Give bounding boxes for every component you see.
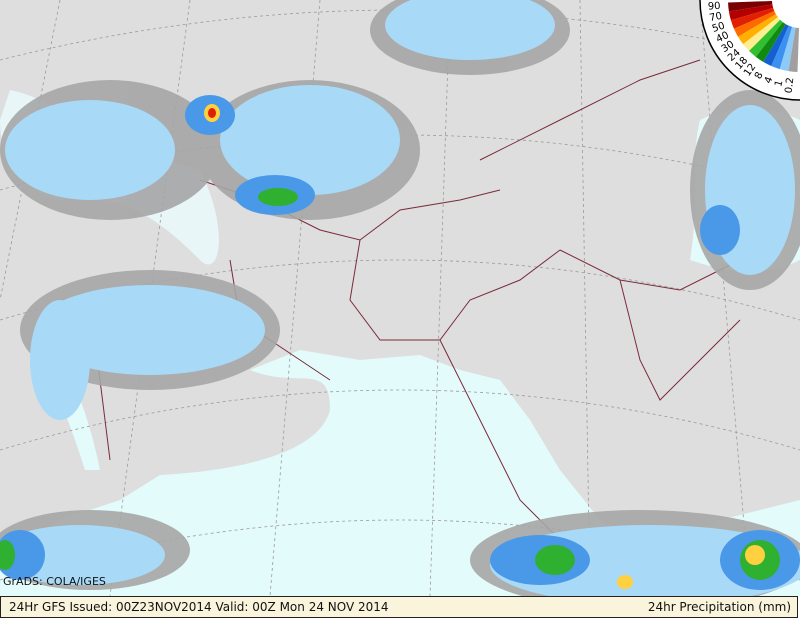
legend-label: 0.2: [784, 77, 797, 94]
legend-label: 4: [763, 75, 776, 85]
legend-swatch: [728, 4, 774, 21]
precipitation-areas: [0, 0, 800, 596]
legend-swatch: [738, 14, 778, 45]
legend-swatch: [788, 27, 800, 72]
legend-swatch: [771, 25, 793, 70]
field-label: 24hr Precipitation (mm): [647, 600, 791, 614]
legend-label: 50: [711, 21, 727, 35]
legend-label: 1: [773, 79, 785, 88]
legend-swatch: [755, 22, 786, 62]
forecast-info: 24Hr GFS Issued: 00Z23NOV2014 Valid: 00Z…: [9, 600, 389, 614]
legend-label: 8: [753, 70, 766, 81]
legend-swatch: [749, 19, 783, 57]
legend-label: 40: [715, 30, 731, 45]
legend-label: 90: [708, 1, 721, 13]
legend-swatch: [743, 17, 781, 51]
footer-bar: 24Hr GFS Issued: 00Z23NOV2014 Valid: 00Z…: [0, 596, 798, 618]
legend-swatch: [728, 0, 773, 12]
legend-swatch: [779, 26, 796, 72]
legend-swatch: [733, 11, 776, 37]
credit-label: GrADS: COLA/IGES: [3, 575, 106, 588]
legend-swatch: [763, 24, 789, 67]
legend-label: 70: [708, 11, 723, 24]
legend-swatch: [730, 7, 775, 29]
